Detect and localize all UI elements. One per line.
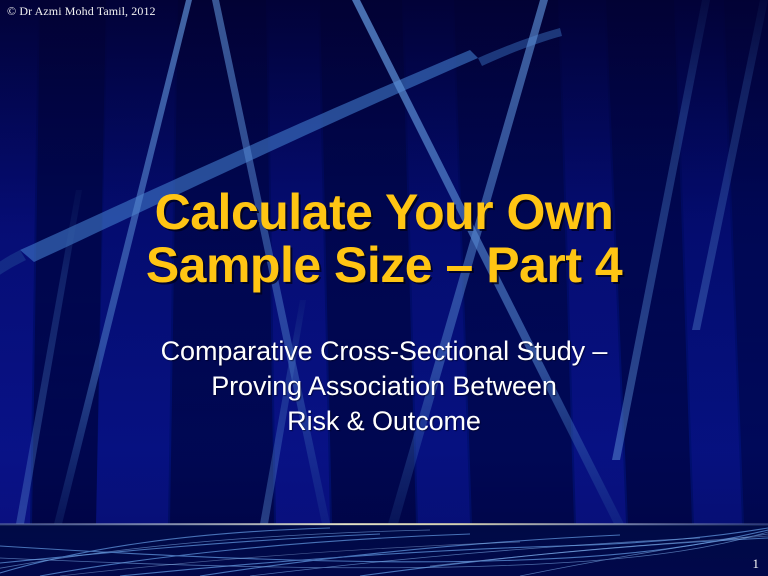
slide-subtitle-line-1: Comparative Cross-Sectional Study – <box>160 336 608 366</box>
copyright-notice: © Dr Azmi Mohd Tamil, 2012 <box>7 4 156 18</box>
slide-title-line-2: Sample Size – Part 4 <box>145 237 623 293</box>
slide-subtitle-line-3: Risk & Outcome <box>287 406 481 436</box>
slide-subtitle-line-2: Proving Association Between <box>211 371 557 401</box>
slide-page-number: 1 <box>752 556 760 571</box>
slide-title: Calculate Your Own Sample Size – Part 4 <box>56 186 712 292</box>
slide-subtitle: Comparative Cross-Sectional Study – Prov… <box>84 334 684 439</box>
slide-title-line-1: Calculate Your Own <box>154 184 614 240</box>
